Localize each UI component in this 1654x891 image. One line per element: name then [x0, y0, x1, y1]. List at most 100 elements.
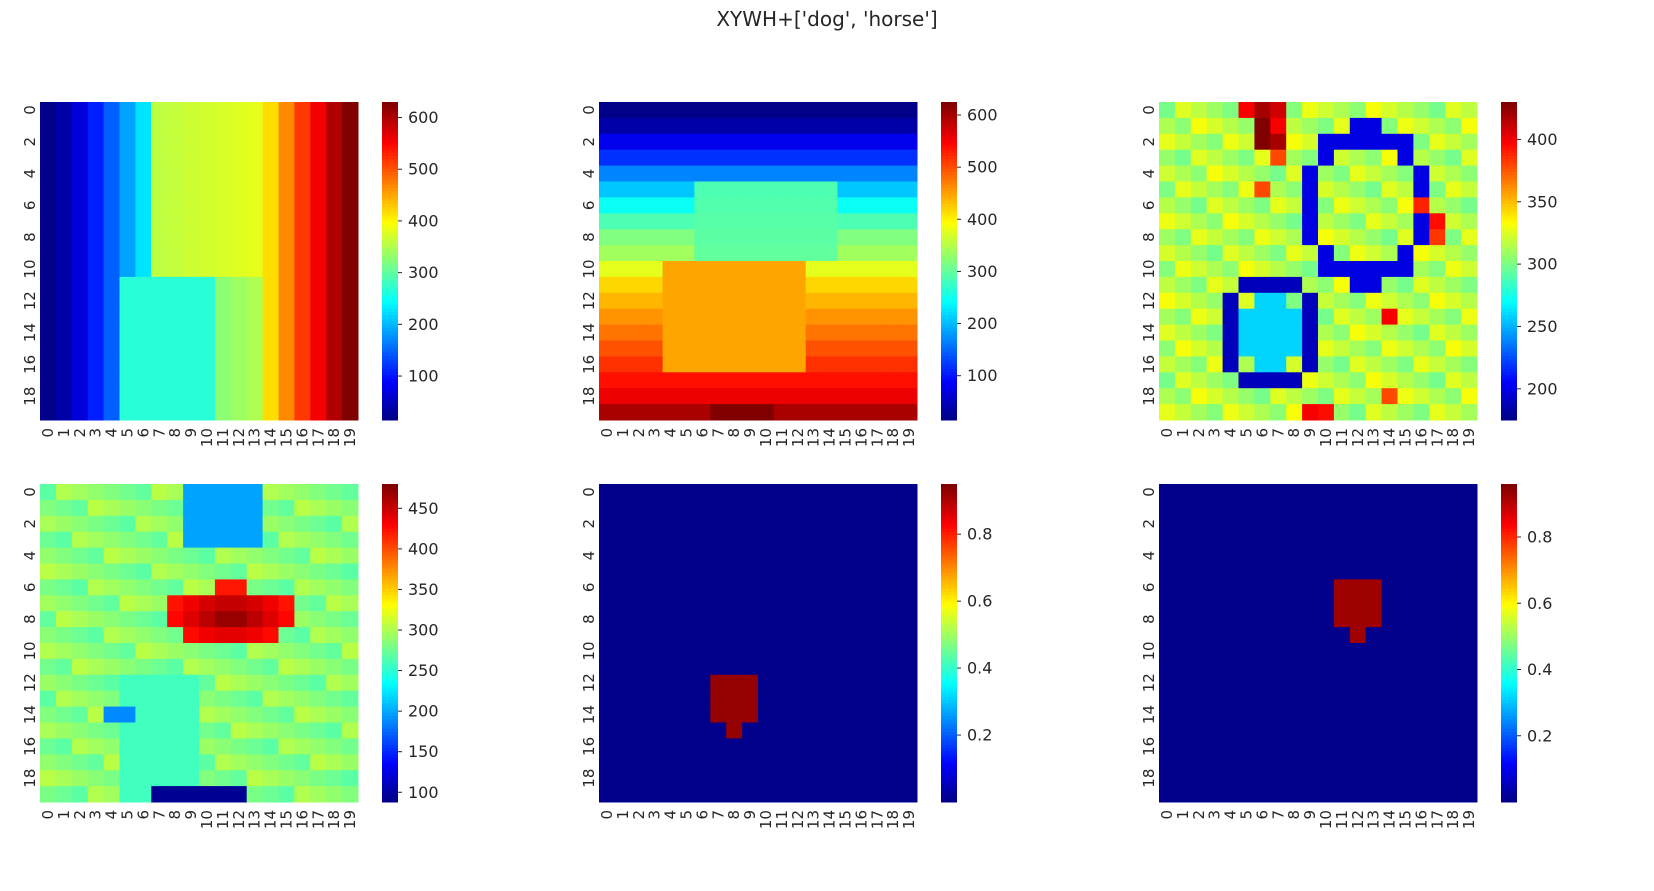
colorbar-segment — [941, 229, 957, 233]
colorbar-segment — [382, 311, 398, 316]
heatmap-cell — [646, 738, 664, 755]
colorbar-segment — [382, 652, 398, 657]
colorbar-segment — [382, 722, 398, 727]
heatmap-cell — [1397, 722, 1414, 739]
heatmap-cell — [1461, 276, 1478, 294]
heatmap-cell — [262, 276, 279, 294]
heatmap-cell — [1333, 133, 1351, 151]
heatmap-cell — [199, 356, 216, 373]
heatmap-cell — [789, 738, 807, 755]
heatmap-cell — [199, 674, 216, 692]
heatmap-cell — [1365, 292, 1383, 310]
x-tick-label: 8 — [166, 428, 184, 438]
heatmap-cell — [119, 229, 136, 246]
heatmap-cell — [1302, 388, 1319, 405]
colorbar-tick-label: 500 — [967, 158, 998, 177]
heatmap-cell — [1461, 738, 1478, 755]
heatmap-cell — [1190, 754, 1208, 771]
heatmap-cell — [901, 245, 918, 262]
heatmap-cell — [214, 372, 232, 389]
colorbar-segment — [941, 697, 957, 701]
heatmap-cell — [342, 611, 359, 628]
heatmap-cell — [599, 515, 616, 533]
x-tick-label: 13 — [1365, 428, 1383, 447]
heatmap-cell — [901, 133, 918, 151]
heatmap-cell — [71, 499, 89, 517]
heatmap-cell — [183, 531, 200, 549]
heatmap-cell — [837, 117, 854, 135]
heatmap-cell — [789, 770, 807, 787]
heatmap-cell — [1333, 658, 1351, 676]
colorbar-segment — [382, 515, 398, 520]
heatmap-cell — [837, 515, 854, 533]
heatmap-cell — [821, 563, 838, 580]
heatmap-cell — [87, 133, 105, 151]
heatmap-cell — [151, 324, 168, 341]
colorbar-segment — [382, 671, 398, 676]
heatmap-cell — [1286, 627, 1303, 644]
colorbar-segment — [382, 490, 398, 495]
heatmap-cell — [1445, 563, 1462, 580]
heatmap-cell — [646, 579, 664, 596]
colorbar-tick-label: 0.4 — [1527, 660, 1552, 679]
heatmap-cell — [821, 690, 838, 708]
colorbar-segment — [1501, 643, 1517, 647]
heatmap-cell — [1365, 770, 1383, 787]
colorbar-segment — [941, 652, 957, 657]
colorbar-segment — [941, 798, 957, 803]
heatmap-cell — [262, 165, 279, 182]
heatmap-cell — [901, 149, 918, 167]
colorbar-segment — [382, 416, 398, 421]
heatmap-cell — [326, 643, 343, 660]
heatmap-cell — [885, 690, 902, 708]
colorbar-segment — [1501, 633, 1517, 638]
heatmap-cell — [1206, 484, 1224, 501]
colorbar-segment — [941, 191, 957, 195]
heatmap-cell — [646, 404, 664, 421]
heatmap-cell — [342, 690, 359, 708]
x-tick-label: 1 — [1174, 810, 1192, 820]
colorbar-segment — [941, 200, 957, 205]
heatmap-cell — [278, 690, 295, 708]
heatmap-cell — [678, 611, 695, 628]
heatmap-cell — [1286, 292, 1303, 310]
colorbar-segment — [941, 305, 957, 310]
heatmap-cell — [151, 133, 168, 151]
heatmap-cell — [1286, 276, 1303, 294]
heatmap-cell — [230, 213, 248, 230]
colorbar-segment — [1501, 779, 1517, 784]
heatmap-cell — [662, 611, 679, 628]
colorbar-segment — [382, 184, 398, 189]
heatmap-cell — [1222, 563, 1239, 580]
heatmap-cell — [901, 356, 918, 373]
heatmap-cell — [678, 308, 695, 326]
heatmap-cell — [199, 165, 216, 182]
colorbar-segment — [382, 773, 398, 778]
heatmap-cell — [662, 706, 679, 723]
heatmap-cell — [230, 786, 248, 803]
heatmap-cell — [1429, 484, 1446, 501]
heatmap-cell — [1318, 165, 1335, 182]
heatmap-cell — [342, 547, 359, 564]
heatmap-cell — [1302, 786, 1319, 803]
heatmap-cell — [710, 595, 727, 612]
heatmap-cell — [869, 627, 886, 644]
colorbar-segment — [941, 143, 957, 148]
colorbar-segment — [382, 525, 398, 530]
heatmap-cell — [294, 754, 311, 771]
heatmap-cell — [1254, 658, 1271, 676]
colorbar-segment — [941, 620, 957, 625]
heatmap-cell — [885, 499, 902, 517]
heatmap-cell — [119, 340, 136, 357]
heatmap-cell — [1302, 181, 1319, 198]
heatmap-cell — [853, 324, 870, 341]
colorbar-segment — [1501, 267, 1517, 272]
heatmap-cell — [326, 706, 343, 723]
heatmap-cell — [1349, 786, 1367, 803]
heatmap-cell — [599, 181, 616, 198]
heatmap-cell — [183, 484, 200, 501]
heatmap-cell — [837, 786, 854, 803]
heatmap-cell — [1318, 786, 1335, 803]
heatmap-cell — [710, 372, 727, 389]
heatmap-cell — [837, 770, 854, 787]
